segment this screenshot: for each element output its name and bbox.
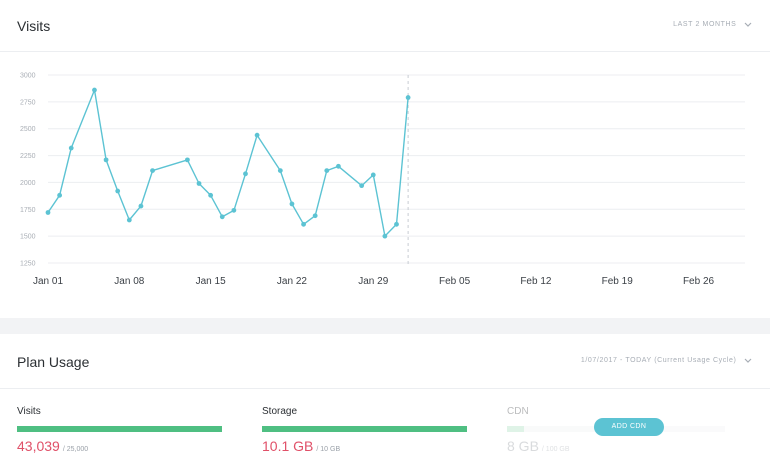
storage-meter-track	[262, 426, 467, 432]
data-point	[254, 132, 260, 138]
data-point	[289, 201, 295, 207]
visits-meter-track	[17, 426, 222, 432]
data-point	[57, 192, 63, 198]
usage-cycle-dropdown[interactable]: 1/07/2017 - TODAY (Current Usage Cycle)	[581, 357, 752, 364]
x-tick-label: Jan 29	[358, 276, 388, 287]
visits-meter-value: 43,039/ 25,000	[17, 438, 88, 456]
plan-usage-card: Plan Usage 1/07/2017 - TODAY (Current Us…	[0, 334, 770, 472]
y-tick-label: 2750	[20, 99, 36, 106]
x-tick-label: Feb 12	[520, 276, 552, 287]
storage-meter: Storage 10.1 GB/ 10 GB	[262, 406, 467, 454]
usage-cycle-range: 1/07/2017 - TODAY	[580, 357, 652, 364]
x-tick-label: Jan 15	[196, 276, 226, 287]
x-tick-label: Jan 01	[33, 276, 63, 287]
cdn-meter: CDN 8 GB/ 100 GB	[507, 406, 725, 454]
y-tick-label: 2000	[20, 180, 36, 187]
data-point	[138, 203, 144, 209]
data-point	[370, 172, 376, 178]
cdn-meter-fill	[507, 426, 525, 432]
visits-used: 43,039	[17, 438, 60, 454]
data-point	[150, 168, 155, 174]
plan-usage-title: Plan Usage	[17, 354, 90, 370]
cdn-meter-value: 8 GB/ 100 GB	[507, 438, 570, 456]
series-line	[47, 89, 409, 237]
plan-usage-header: Plan Usage 1/07/2017 - TODAY (Current Us…	[0, 334, 770, 389]
data-point	[405, 95, 411, 100]
data-point	[301, 221, 306, 227]
storage-meter-label: Storage	[262, 406, 298, 417]
x-tick-label: Feb 19	[602, 276, 634, 287]
y-tick-label: 1250	[20, 261, 36, 268]
visits-card-header: Visits LAST 2 MONTHS	[0, 0, 770, 52]
data-point	[219, 214, 225, 220]
visits-title: Visits	[17, 18, 51, 34]
data-point	[196, 181, 202, 186]
chevron-down-icon	[744, 358, 752, 363]
data-point	[324, 168, 330, 174]
data-point	[243, 171, 248, 177]
y-tick-label: 1750	[20, 207, 36, 214]
date-range-dropdown[interactable]: LAST 2 MONTHS	[673, 21, 752, 28]
data-point	[185, 157, 190, 163]
visits-meter: Visits 43,039/ 25,000	[17, 406, 222, 454]
y-tick-label: 3000	[20, 73, 36, 80]
data-point	[382, 233, 388, 239]
y-tick-label: 2500	[20, 126, 36, 133]
data-point	[394, 221, 399, 227]
data-point	[103, 157, 109, 163]
usage-cycle-note: (Current Usage Cycle)	[654, 357, 737, 364]
data-point	[208, 192, 214, 198]
cdn-used: 8 GB	[507, 438, 539, 454]
x-tick-label: Jan 08	[114, 276, 144, 287]
data-point	[45, 210, 51, 215]
x-tick-label: Jan 22	[277, 276, 307, 287]
cdn-limit: / 100 GB	[541, 446, 570, 453]
data-point	[115, 188, 121, 194]
data-point	[277, 168, 283, 174]
visits-line-chart: 3000 2750 2500 2250 2000 1750 1500 1250 Jan 01 Ja…	[20, 73, 745, 287]
data-point	[312, 213, 318, 219]
visits-meter-fill	[17, 426, 222, 432]
storage-limit: / 10 GB	[316, 446, 341, 453]
storage-meter-value: 10.1 GB/ 10 GB	[262, 438, 340, 456]
data-point	[336, 163, 341, 169]
data-point	[231, 207, 237, 213]
storage-used: 10.1 GB	[262, 438, 314, 454]
data-point	[68, 145, 74, 151]
visits-card: Visits LAST 2 MONTHS 3000 2750 2500 2250 200…	[0, 0, 770, 318]
visits-limit: / 25,000	[62, 446, 89, 453]
y-tick-label: 2250	[20, 153, 36, 160]
x-tick-label: Feb 26	[683, 276, 715, 287]
add-cdn-button[interactable]: ADD CDN	[594, 418, 664, 436]
data-point	[126, 217, 132, 223]
data-point	[359, 183, 365, 189]
y-tick-label: 1500	[20, 234, 36, 241]
date-range-label: LAST 2 MONTHS	[673, 21, 737, 28]
chevron-down-icon	[744, 22, 752, 27]
visits-meter-label: Visits	[17, 406, 41, 417]
storage-meter-fill	[262, 426, 467, 432]
data-point	[92, 87, 97, 93]
x-tick-label: Feb 05	[439, 276, 471, 287]
cdn-meter-label: CDN	[507, 406, 529, 417]
